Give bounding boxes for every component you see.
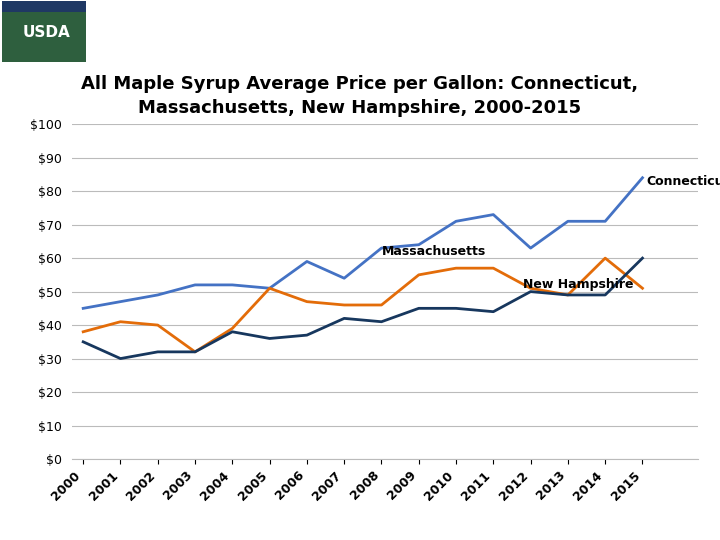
Text: Connecticut: Connecticut (646, 174, 720, 187)
FancyBboxPatch shape (2, 4, 86, 62)
Text: USDA: USDA (23, 25, 71, 40)
Text: New Hampshire: New Hampshire (523, 279, 634, 292)
Text: All Maple Syrup Average Price per Gallon: Connecticut,: All Maple Syrup Average Price per Gallon… (81, 75, 639, 93)
Text: Massachusetts: Massachusetts (382, 245, 486, 258)
Text: Massachusetts, New Hampshire, 2000-2015: Massachusetts, New Hampshire, 2000-2015 (138, 99, 582, 117)
FancyBboxPatch shape (2, 1, 86, 12)
